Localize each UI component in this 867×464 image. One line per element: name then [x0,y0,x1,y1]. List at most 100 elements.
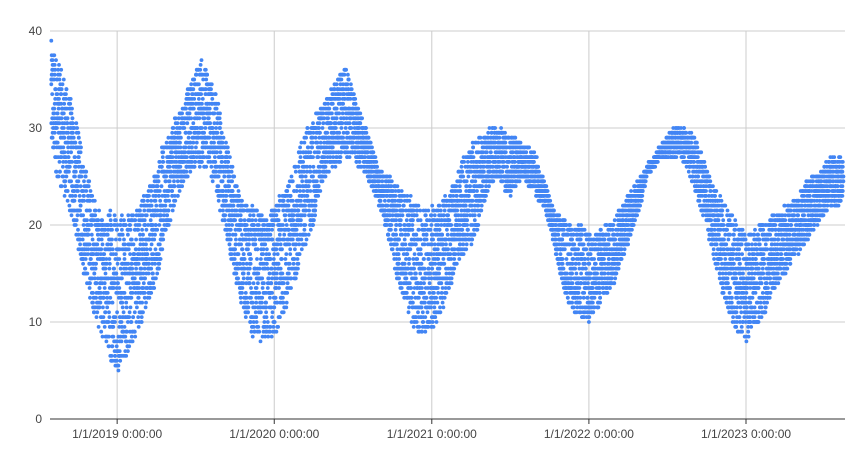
data-point [61,77,66,82]
data-point [281,281,286,286]
data-point [247,281,252,286]
data-point [175,179,180,184]
data-point [57,160,62,164]
data-point [108,218,113,223]
data-point [179,135,183,140]
data-point [128,305,133,310]
data-point [134,266,139,271]
data-point [151,271,155,276]
data-point [210,179,215,184]
data-point [94,315,99,319]
data-point [298,145,302,150]
data-point [132,329,137,334]
data-point [468,184,472,189]
data-point [338,155,343,160]
data-point [419,305,424,310]
data-point [111,325,116,329]
data-point [82,194,86,198]
data-point [160,155,165,160]
data-point [89,257,93,261]
data-point [268,257,273,261]
data-point [423,213,428,218]
data-point [59,155,64,160]
data-point [189,82,194,87]
data-point [143,276,148,281]
data-point [131,213,136,218]
data-point [327,169,331,174]
data-point [311,174,315,179]
data-point [86,232,91,237]
data-point [306,184,311,189]
data-point [425,310,430,315]
data-point [436,257,441,261]
data-point [156,169,161,174]
data-point [415,257,420,261]
data-point [191,140,196,145]
data-point [293,247,297,252]
data-point [407,281,412,286]
data-point [126,213,131,218]
data-point [64,92,68,96]
data-point [274,213,279,218]
data-point [106,276,110,281]
data-point [52,106,57,111]
data-point [190,145,194,150]
data-point [418,271,423,276]
data-point [218,121,223,126]
data-point [246,305,251,310]
data-point [312,218,316,223]
data-point [301,189,306,193]
data-point [78,208,82,213]
data-point [143,305,148,310]
data-point [118,358,123,363]
data-point [165,213,170,218]
data-point [341,101,345,106]
data-point [412,266,416,271]
data-point [349,82,353,87]
data-point [95,232,100,237]
data-point [149,242,154,247]
data-point [341,135,345,140]
data-point [345,145,349,150]
data-point [110,300,115,305]
data-point [465,223,469,227]
data-point [86,247,91,252]
data-point [318,130,322,135]
data-point [149,291,154,295]
data-point [442,261,447,266]
data-point [430,320,435,324]
data-point [192,164,197,169]
data-point [105,291,110,295]
data-point [283,218,288,223]
data-point [306,145,311,150]
data-point [139,315,144,319]
data-point [299,218,303,223]
data-point [99,237,104,242]
data-point [240,232,244,237]
data-point [222,218,227,223]
data-point [389,223,394,227]
data-point [192,97,197,101]
data-point [259,310,263,315]
data-point [107,266,112,271]
data-point [197,164,202,169]
data-point [64,160,68,164]
data-point [241,271,246,276]
data-point [411,325,416,329]
data-point [371,150,376,155]
data-point [216,198,221,203]
data-point [154,223,158,227]
data-point [461,242,466,247]
data-point [124,339,129,344]
data-point [88,208,92,213]
data-point [154,276,158,281]
data-point [69,213,74,218]
data-point [254,315,259,319]
data-point [449,281,454,286]
data-point [273,295,278,300]
data-point [116,363,121,368]
data-point [78,150,83,155]
data-point [247,242,251,247]
data-point [290,198,295,203]
data-point [240,198,244,203]
